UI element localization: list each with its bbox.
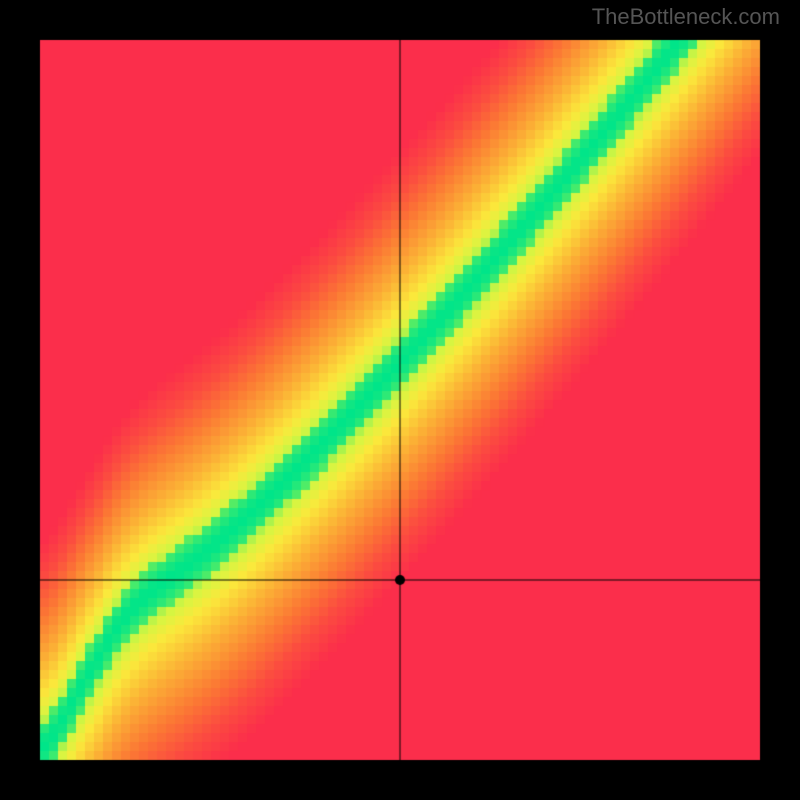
bottleneck-heatmap (0, 0, 800, 800)
